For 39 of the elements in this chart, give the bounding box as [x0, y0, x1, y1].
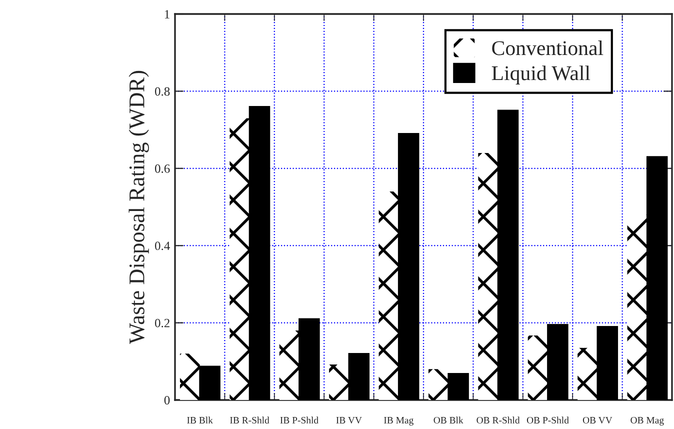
- x-tick-label: OB VV: [582, 416, 612, 424]
- bar: [298, 318, 320, 400]
- bar: [199, 366, 220, 400]
- x-tick-label: OB R-Shld: [476, 416, 520, 424]
- bar: [329, 364, 349, 400]
- y-tick-label: 0.6: [154, 164, 170, 173]
- bar: [646, 156, 668, 400]
- bar: [528, 336, 548, 400]
- x-tick-label: IB P-Shld: [280, 416, 318, 424]
- bar: [497, 110, 519, 400]
- x-tick-label: OB P-Shld: [526, 416, 569, 424]
- bar: [547, 324, 568, 400]
- bar: [398, 132, 420, 400]
- x-tick-label: IB Mag: [384, 417, 414, 426]
- bar: [279, 330, 300, 400]
- y-tick-label: 0: [164, 396, 170, 404]
- x-tick-label: OB Blk: [434, 416, 464, 424]
- y-tick-label: 0.8: [154, 87, 170, 96]
- bar: [448, 373, 469, 400]
- bar: [348, 352, 370, 400]
- bar: [428, 369, 448, 400]
- bar: [230, 118, 250, 400]
- x-tick-label: IB R-Shld: [230, 416, 270, 424]
- legend-label: Conventional: [492, 40, 604, 56]
- x-tick-label: OB Mag: [630, 416, 664, 426]
- legend-label: Liquid Wall: [492, 66, 590, 84]
- y-tick-label: 0.4: [154, 242, 170, 250]
- bar: [478, 152, 498, 400]
- y-axis-title: Waste Disposal Rating (WDR): [128, 70, 149, 344]
- x-tick-label: IB VV: [336, 417, 362, 424]
- bar: [627, 214, 648, 400]
- bar: [378, 192, 399, 400]
- bar: [248, 106, 270, 400]
- y-tick-label: 0.2: [154, 318, 170, 328]
- bar: [596, 326, 618, 400]
- bar: [180, 354, 200, 400]
- bar: [578, 348, 598, 400]
- y-tick-label: 1: [164, 10, 170, 18]
- x-tick-label: IB Blk: [187, 416, 213, 424]
